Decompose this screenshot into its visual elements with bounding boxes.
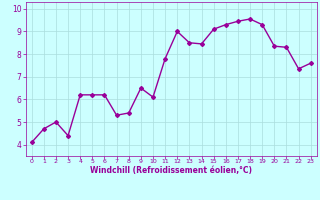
- X-axis label: Windchill (Refroidissement éolien,°C): Windchill (Refroidissement éolien,°C): [90, 166, 252, 175]
